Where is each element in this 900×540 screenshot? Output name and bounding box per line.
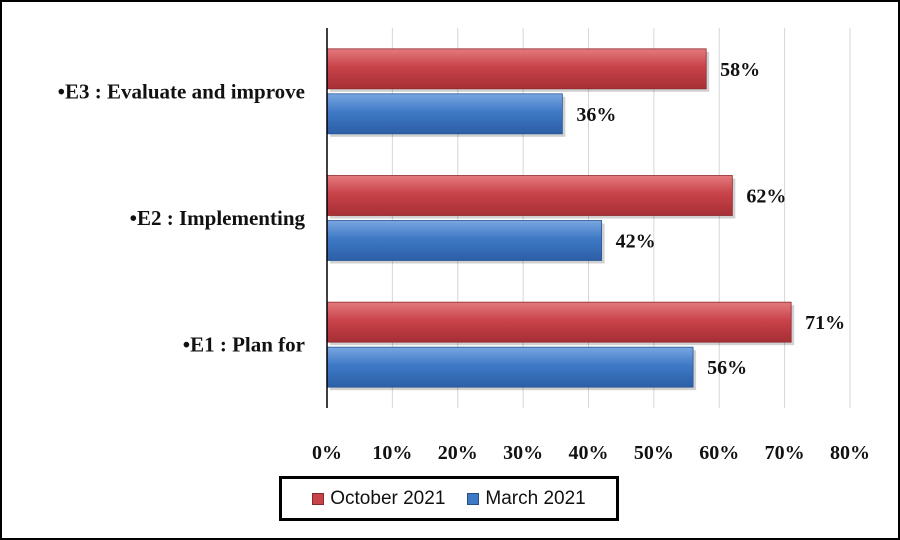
bar-march: [326, 220, 602, 261]
label-layer: 0% 10% 20% 30% 40% 50% 60% 70% 80% •E1 : Plan for…: [58, 59, 870, 464]
data-label-october: 62%: [746, 186, 786, 208]
bar-october: [326, 175, 733, 216]
data-label-october: 58%: [720, 59, 760, 81]
legend-label-october: October 2021: [330, 487, 446, 509]
data-label-march: 42%: [616, 231, 656, 253]
category-label: •E3 : Evaluate and improve: [58, 79, 305, 103]
bar-layer: [326, 48, 795, 391]
bar-march: [326, 346, 694, 388]
legend-swatch-march: [467, 492, 480, 505]
x-tick-label: 30%: [503, 442, 543, 464]
bar-march: [326, 93, 563, 135]
x-tick-label: 50%: [634, 442, 674, 464]
legend-swatch-october: [312, 492, 325, 505]
category-label: •E2 : Implementing: [130, 206, 306, 230]
data-label-october: 71%: [805, 312, 845, 334]
legend: October 2021 March 2021: [279, 476, 619, 521]
x-tick-label: 10%: [372, 442, 412, 464]
data-label-march: 36%: [576, 104, 616, 126]
bar-october: [326, 48, 707, 90]
legend-item-october: October 2021: [312, 488, 445, 510]
bar-october: [326, 301, 792, 343]
x-tick-label: 70%: [765, 442, 805, 464]
x-tick-label: 40%: [569, 442, 609, 464]
x-tick-label: 0%: [312, 442, 342, 464]
x-tick-label: 80%: [830, 442, 870, 464]
legend-item-march: March 2021: [467, 487, 586, 510]
category-label: •E1 : Plan for: [183, 333, 305, 357]
x-tick-label: 20%: [438, 442, 478, 464]
data-label-march: 56%: [707, 357, 747, 379]
grid-layer: [391, 28, 851, 408]
x-tick-label: 60%: [699, 442, 739, 464]
legend-label-march: March 2021: [485, 487, 586, 509]
